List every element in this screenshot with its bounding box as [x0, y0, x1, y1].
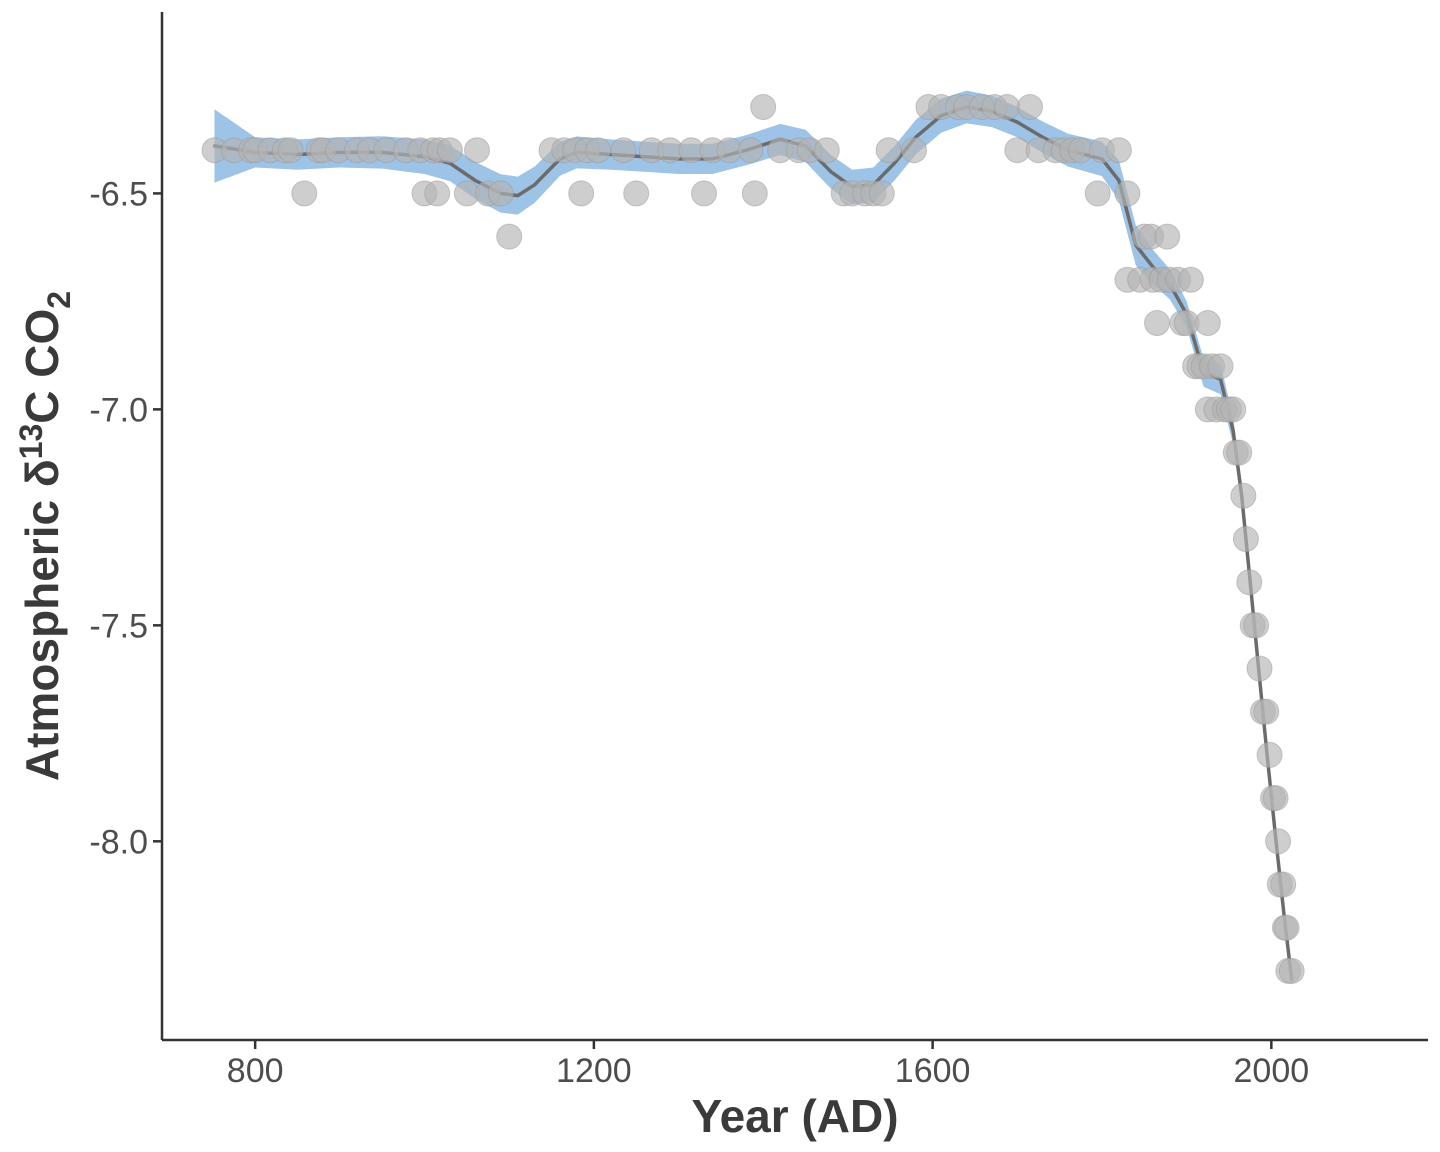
data-point: [1084, 180, 1111, 207]
data-point: [436, 137, 463, 164]
data-point: [813, 137, 840, 164]
data-point: [875, 137, 902, 164]
data-point: [1230, 482, 1257, 509]
y-axis-title: Atmospheric δ13C CO2: [13, 291, 77, 781]
axis-ticks-layer: 800 1200 1600 2000 -6.5 -7.0 -7.5 -8.0: [89, 175, 1309, 1090]
y-axis-title-subscript: 2: [41, 291, 77, 309]
data-point: [496, 223, 523, 250]
data-point: [1265, 828, 1292, 855]
data-point: [585, 137, 612, 164]
data-point: [1226, 439, 1253, 466]
data-point: [1114, 180, 1141, 207]
data-point: [568, 180, 595, 207]
data-point: [1262, 785, 1289, 812]
data-point: [737, 137, 764, 164]
y-tick-label: -8.0: [89, 823, 148, 861]
y-tick-label: -6.5: [89, 175, 148, 213]
data-point: [691, 180, 717, 207]
data-point: [868, 180, 895, 207]
data-point: [1105, 137, 1132, 164]
data-point: [1278, 957, 1305, 984]
data-point: [1273, 914, 1300, 941]
data-point: [1253, 698, 1280, 725]
y-axis-title-middle: C CO: [16, 309, 68, 424]
data-point: [277, 137, 304, 164]
y-tick-label: -7.0: [89, 391, 148, 429]
data-point: [1246, 655, 1273, 682]
data-point: [1017, 94, 1043, 120]
y-axis-title-prefix: Atmospheric δ: [16, 459, 68, 781]
data-point: [901, 137, 927, 164]
data-point: [1243, 612, 1270, 639]
data-point: [464, 137, 490, 164]
data-point: [1236, 569, 1263, 596]
y-axis-title-superscript: 13: [13, 424, 49, 460]
x-tick-label: 1600: [895, 1052, 971, 1090]
data-point: [291, 180, 318, 207]
data-point: [424, 180, 451, 207]
x-tick-label: 1200: [556, 1052, 632, 1090]
data-point: [1256, 741, 1283, 768]
data-point: [487, 180, 514, 207]
data-point: [1207, 353, 1234, 380]
data-point: [994, 94, 1021, 120]
data-point: [1270, 871, 1297, 898]
data-point: [1144, 310, 1170, 336]
y-tick-label: -7.5: [89, 607, 148, 645]
data-point: [623, 180, 650, 207]
x-tick-label: 2000: [1234, 1052, 1310, 1090]
data-point: [1232, 526, 1259, 552]
data-points-layer: [201, 94, 1305, 984]
data-point: [750, 94, 777, 120]
data-point: [610, 137, 637, 164]
data-point: [1220, 396, 1247, 423]
x-tick-label: 800: [227, 1052, 284, 1090]
data-point: [741, 180, 768, 207]
x-axis-title: Year (AD): [691, 1090, 898, 1142]
data-point: [1194, 310, 1221, 336]
data-point: [1177, 266, 1204, 293]
data-point: [1154, 223, 1181, 250]
